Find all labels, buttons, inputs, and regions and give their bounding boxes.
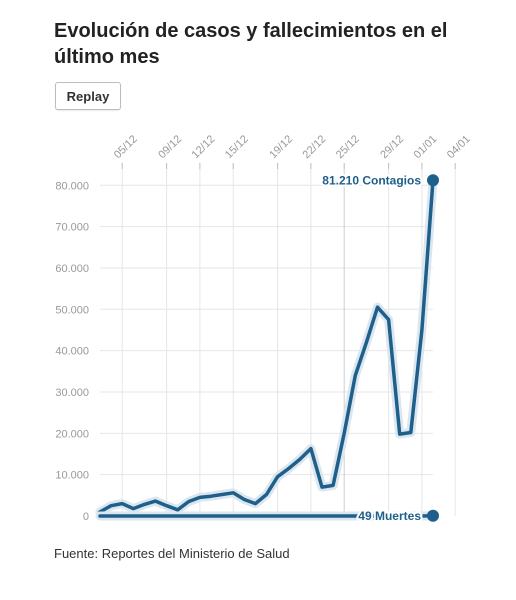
x-tick-label: 29/12 [378,133,406,161]
y-tick-label: 10.000 [55,470,89,482]
y-tick-label: 60.000 [55,263,89,275]
end-label-halo-contagios: 81.210 Contagios [322,173,421,187]
y-tick-label: 50.000 [55,304,89,316]
series-line-contagios [98,178,435,514]
chart-title: Evolución de casos y fallecimientos en e… [54,20,448,68]
series-halo-contagios [95,175,438,517]
source-note: Fuente: Reportes del Ministerio de Salud [54,546,290,561]
x-axis: 05/12 09/12 12/12 15/12 19/12 22/12 25/12 29/12… [112,133,473,169]
x-tick-label: 04/01 [445,133,473,161]
end-dot-contagios [427,174,439,187]
chart-grid [100,169,456,517]
end-label-contagios: 81.210 Contagios [322,173,421,187]
x-tick-label: 25/12 [334,133,362,161]
x-tick-label: 05/12 [112,133,140,161]
y-tick-label: 30.000 [55,387,89,399]
x-tick-label: 01/01 [412,133,440,161]
x-tick-label: 12/12 [190,133,218,161]
end-label-halo-muertes: 49 Muertes [358,509,421,523]
x-tick-label: 09/12 [156,133,184,161]
y-tick-label: 70.000 [55,222,89,234]
x-tick-label: 15/12 [223,133,251,161]
end-dot-muertes [427,509,439,522]
replay-button[interactable]: Replay [55,82,121,110]
x-tick-label: 22/12 [301,133,329,161]
y-tick-label: 80.000 [55,180,89,192]
y-axis: 0 10.000 20.000 30.000 40.000 50.000 60.000 70.… [55,180,89,523]
y-tick-label: 0 [83,511,89,523]
chart-lines [95,174,439,522]
x-tick-label: 19/12 [267,133,295,161]
y-tick-label: 40.000 [55,346,89,358]
end-label-muertes: 49 Muertes [358,509,421,523]
y-tick-label: 20.000 [55,428,89,440]
